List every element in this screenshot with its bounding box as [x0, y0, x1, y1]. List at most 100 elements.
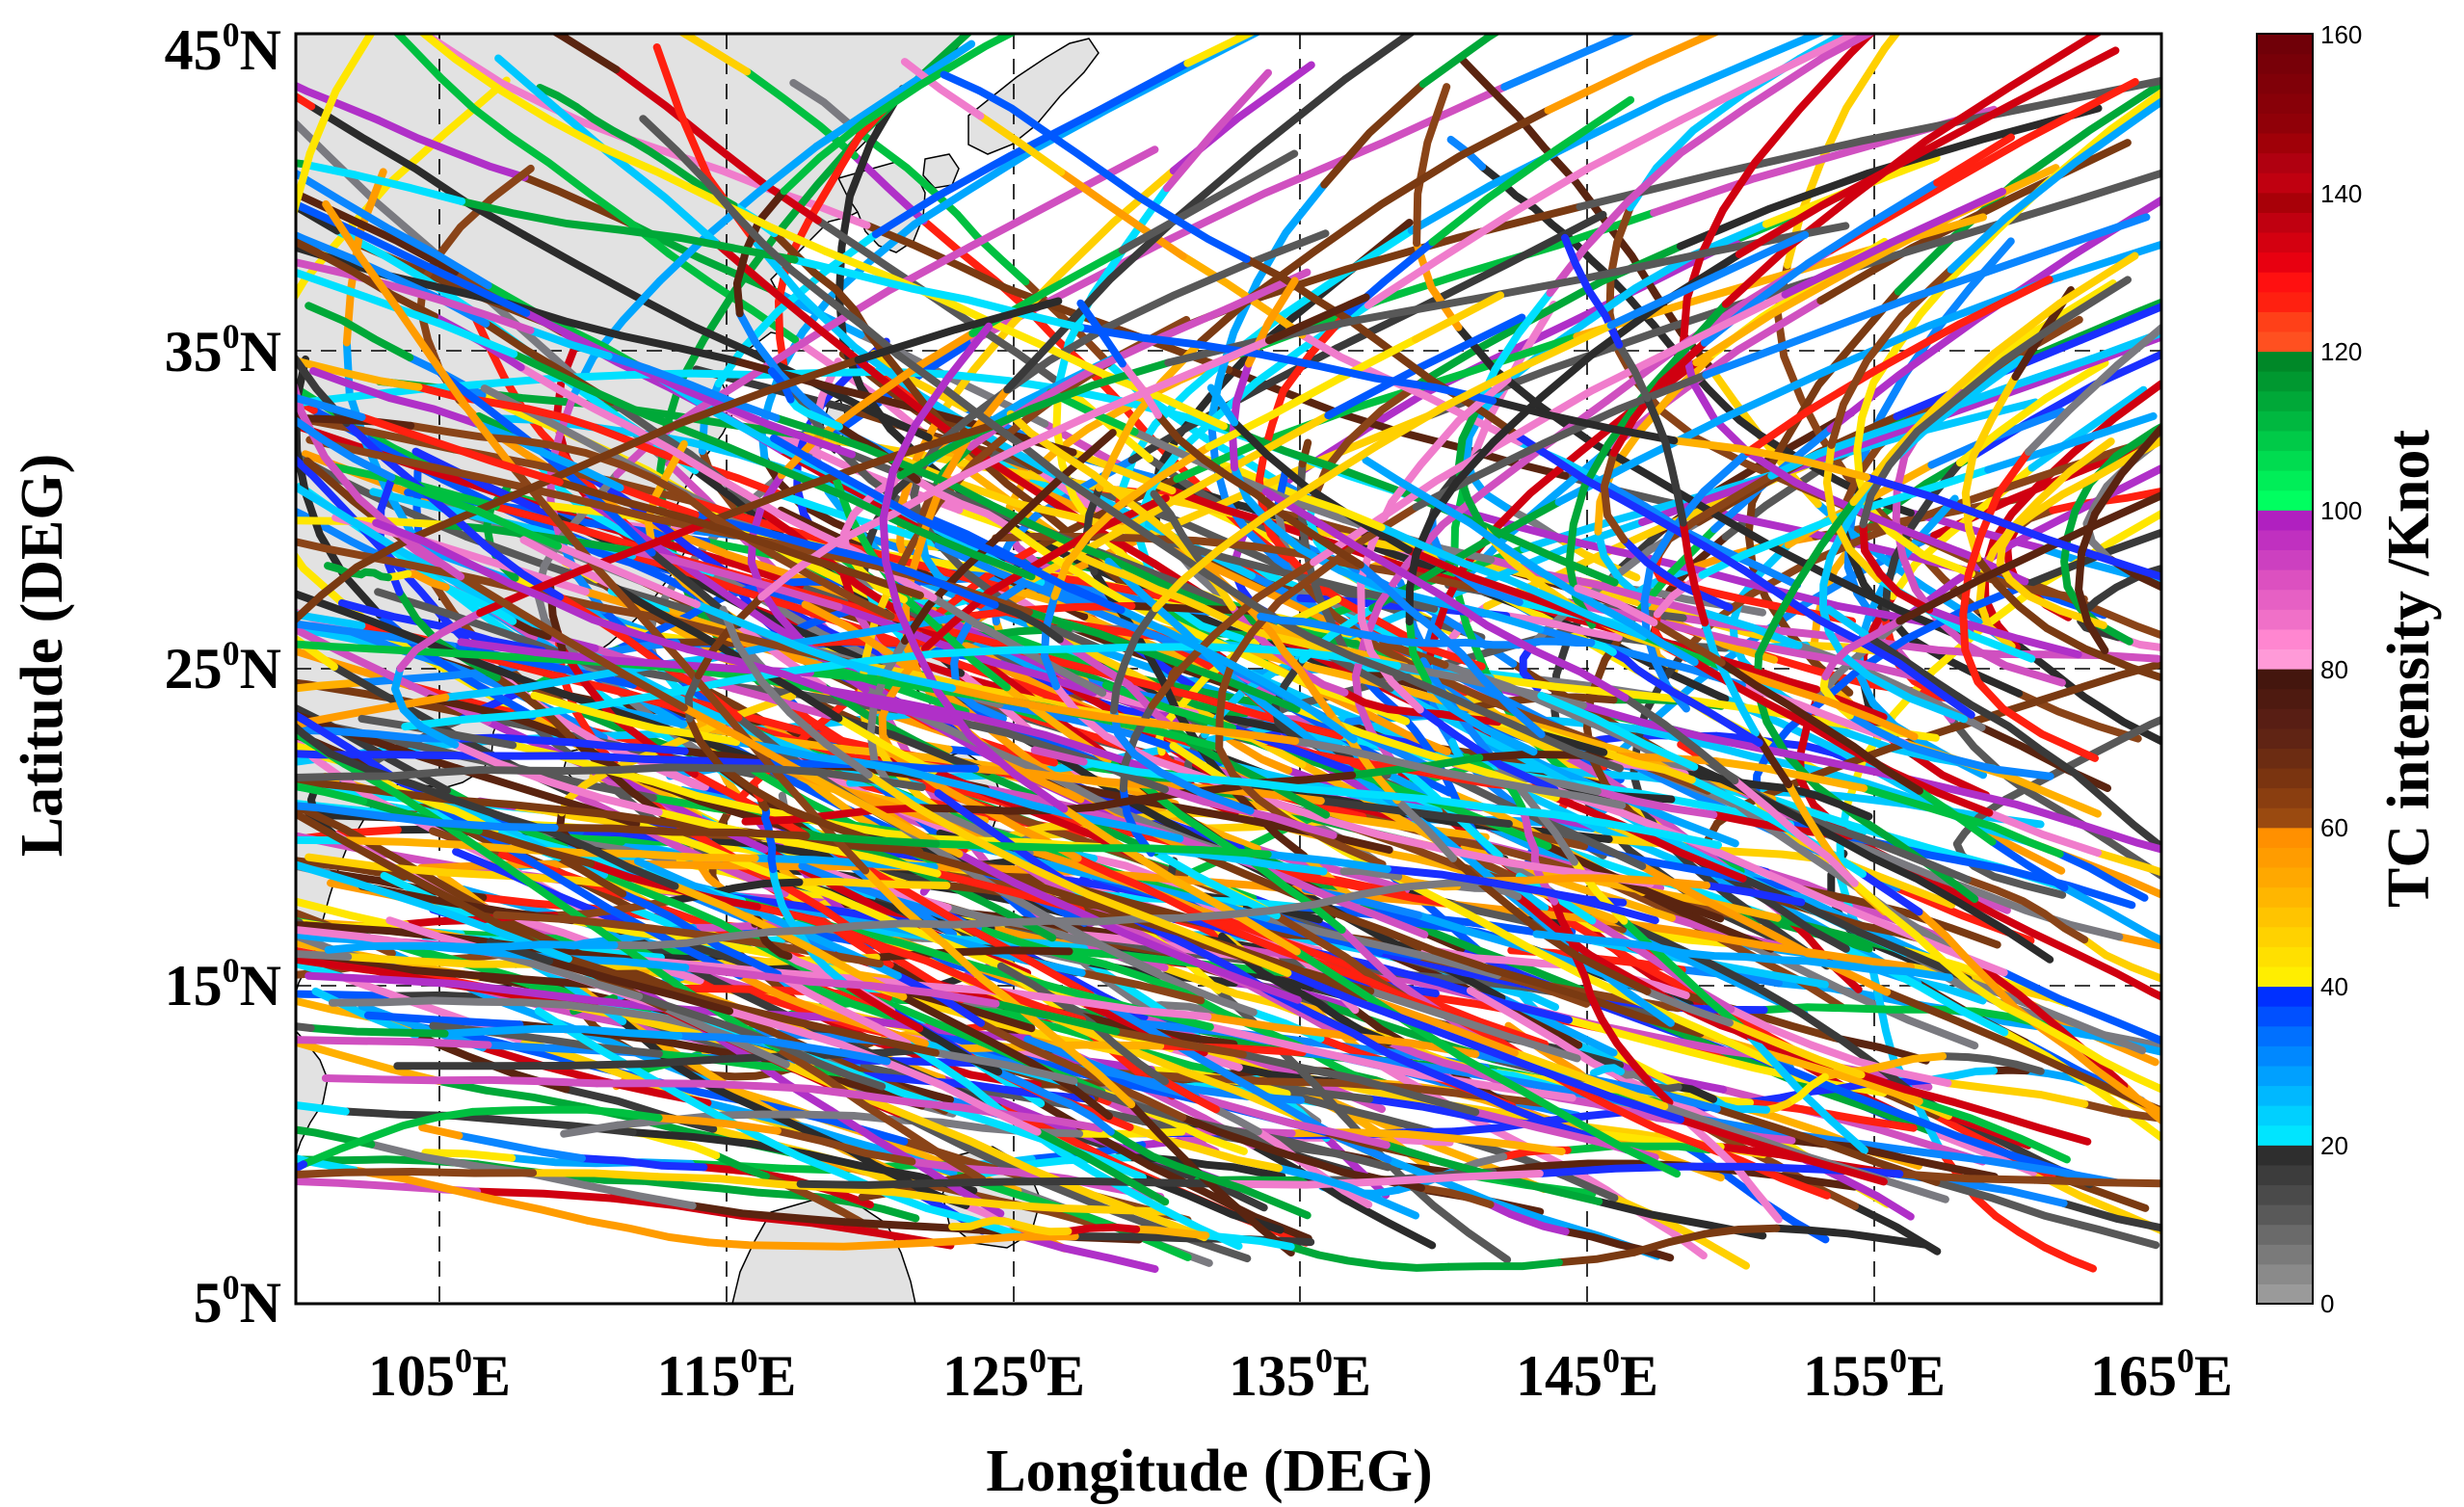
- typhoon-track-segment: [949, 336, 1273, 485]
- typhoon-track-segment: [802, 832, 941, 848]
- typhoon-track-segment: [2115, 933, 2161, 950]
- typhoon-track-segment: [1760, 1003, 1894, 1015]
- typhoon-track-segment: [1362, 456, 1403, 485]
- typhoon-track-segment: [387, 473, 562, 550]
- typhoon-track-segment: [949, 1232, 1079, 1246]
- typhoon-track-segment: [1215, 628, 1257, 779]
- typhoon-track-segment: [1742, 34, 1877, 112]
- x-tick-label: 1150E: [657, 1341, 797, 1408]
- typhoon-track-segment: [527, 678, 770, 767]
- typhoon-track-segment: [749, 234, 1083, 492]
- typhoon-track-segment: [1048, 346, 1228, 431]
- typhoon-track-segment: [562, 1000, 711, 1032]
- typhoon-track-segment: [2001, 715, 2161, 804]
- typhoon-track-segment: [339, 836, 646, 859]
- typhoon-track-segment: [351, 1166, 593, 1225]
- typhoon-track-segment: [298, 160, 466, 205]
- typhoon-track-segment: [372, 518, 515, 588]
- typhoon-track-segment: [1860, 784, 2064, 859]
- y-tick-label: 150N: [165, 951, 281, 1018]
- typhoon-track-segment: [1206, 383, 1239, 427]
- colorbar-segment: [2257, 410, 2313, 432]
- typhoon-track-segment: [296, 590, 536, 687]
- typhoon-track-segment: [2030, 1176, 2161, 1188]
- typhoon-track-segment: [1574, 584, 1658, 627]
- typhoon-track-segment: [411, 447, 556, 519]
- typhoon-track-segment: [1216, 663, 1436, 833]
- typhoon-track-segment: [506, 579, 692, 653]
- typhoon-track-segment: [1998, 451, 2139, 551]
- typhoon-track-segment: [979, 1216, 1040, 1233]
- typhoon-track-segment: [452, 733, 689, 755]
- typhoon-track-segment: [1429, 946, 1705, 1038]
- typhoon-track-segment: [328, 996, 570, 1009]
- typhoon-track-segment: [1608, 648, 1692, 704]
- typhoon-track-segment: [1698, 608, 1803, 649]
- typhoon-track-segment: [639, 1177, 795, 1199]
- typhoon-track-segment: [296, 860, 572, 964]
- typhoon-track-segment: [671, 447, 750, 498]
- typhoon-track-segment: [1676, 104, 2103, 251]
- typhoon-track-segment: [1947, 96, 2161, 274]
- typhoon-track-segment: [1550, 897, 1580, 961]
- typhoon-track-segment: [363, 1011, 524, 1029]
- japan-honshu: [967, 38, 1100, 155]
- colorbar-segment: [2257, 1085, 2313, 1106]
- typhoon-track-segment: [1073, 854, 1212, 924]
- colorbar-segment: [2257, 251, 2313, 273]
- typhoon-track-segment: [1152, 442, 1380, 613]
- colorbar-segment: [2257, 1145, 2313, 1166]
- colorbar-title: TC intensity /Knot: [2376, 430, 2442, 908]
- typhoon-track-segment: [178, 515, 233, 516]
- typhoon-track-segment: [1859, 520, 1934, 614]
- typhoon-track-segment: [1726, 1018, 1866, 1079]
- typhoon-track-segment: [1075, 568, 1126, 604]
- typhoon-track-segment: [1630, 1061, 1674, 1107]
- typhoon-track-segment: [1481, 874, 1711, 889]
- typhoon-track-segment: [1821, 617, 1904, 681]
- typhoon-track-segment: [654, 1114, 782, 1135]
- typhoon-track-segment: [842, 980, 924, 1033]
- typhoon-track-segment: [243, 219, 280, 234]
- typhoon-track-segment: [1162, 68, 1272, 193]
- typhoon-track-segment: [581, 1181, 697, 1210]
- typhoon-track-segment: [449, 796, 619, 819]
- typhoon-track-segment: [1603, 300, 1730, 449]
- typhoon-track-segment: [694, 593, 766, 680]
- typhoon-track-segment: [1459, 701, 1571, 761]
- colorbar-segment: [2257, 1045, 2313, 1067]
- typhoon-track-segment: [1774, 956, 1954, 982]
- typhoon-track-segment: [1057, 168, 1187, 260]
- typhoon-track-segment: [1160, 785, 1338, 839]
- typhoon-track-segment: [1701, 619, 1760, 737]
- typhoon-track-segment: [965, 537, 1126, 614]
- typhoon-track-segment: [348, 254, 490, 328]
- typhoon-track-segment: [632, 819, 896, 926]
- typhoon-track-segment: [1795, 34, 1852, 63]
- typhoon-track-segment: [862, 221, 1118, 332]
- typhoon-track-segment: [296, 857, 409, 881]
- typhoon-track-segment: [1710, 1142, 1783, 1224]
- typhoon-track-segment: [913, 476, 1014, 531]
- colorbar-segment: [2257, 926, 2313, 947]
- typhoon-track-segment: [844, 659, 956, 693]
- typhoon-track-segment: [864, 771, 1160, 925]
- typhoon-track-segment: [1442, 899, 1564, 935]
- typhoon-track-segment: [801, 600, 852, 631]
- typhoon-track-segment: [616, 484, 700, 519]
- typhoon-track-segment: [1500, 34, 1637, 92]
- typhoon-track-segment: [866, 701, 894, 789]
- typhoon-track-segment: [1568, 1082, 1656, 1131]
- typhoon-track-segment: [1730, 778, 1873, 821]
- typhoon-track-segment: [639, 115, 739, 218]
- typhoon-track-segment: [2080, 169, 2161, 202]
- typhoon-track-segment: [1212, 1105, 1262, 1136]
- typhoon-track-segment: [1202, 1231, 1295, 1251]
- typhoon-track-segment: [719, 605, 873, 780]
- typhoon-track-segment: [1926, 1067, 1998, 1084]
- typhoon-track-segment: [1132, 1225, 1210, 1240]
- typhoon-track-segment: [900, 58, 985, 120]
- typhoon-track-segment: [1961, 373, 2020, 563]
- typhoon-track-segment: [1444, 1258, 1563, 1271]
- typhoon-track-segment: [1861, 630, 2078, 777]
